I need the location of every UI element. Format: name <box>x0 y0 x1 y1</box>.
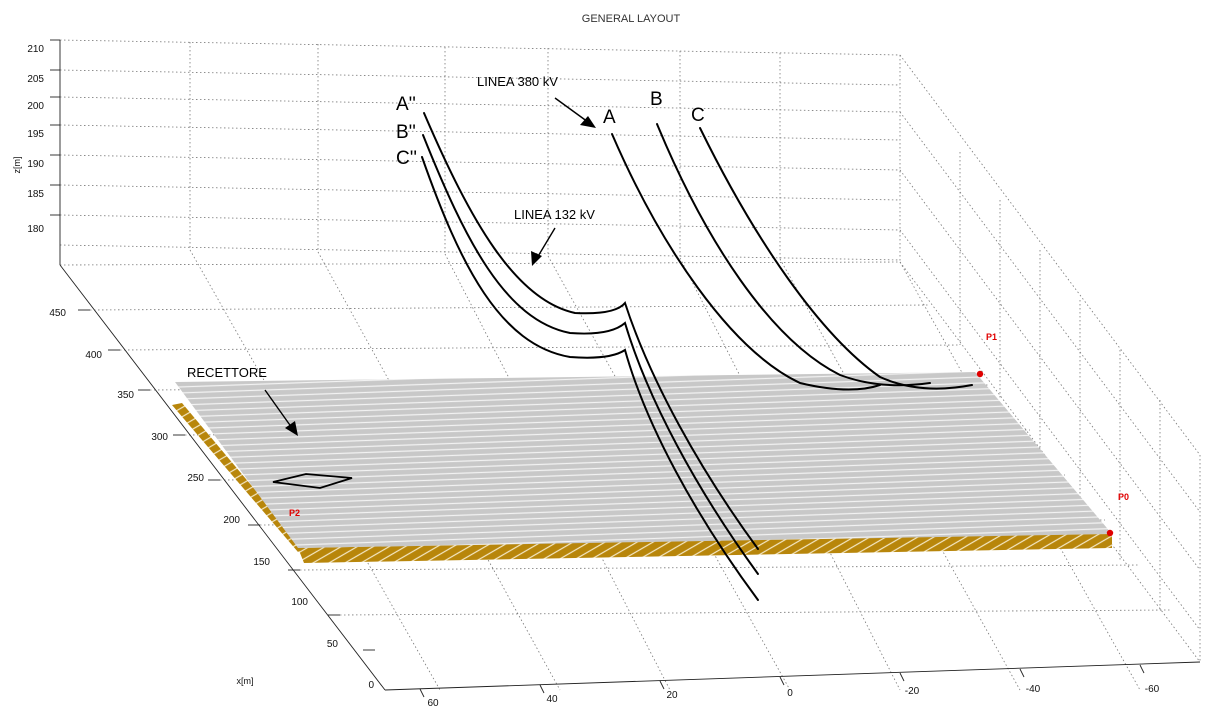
label-p0: P0 <box>1118 492 1129 502</box>
z-tick-label: 195 <box>27 129 44 140</box>
x-tick-label: 250 <box>187 473 204 484</box>
z-axis-ticks: 210 205 200 195 190 185 180 z[m] <box>12 40 60 235</box>
z-tick-label: 190 <box>27 159 44 170</box>
label-line-380kv: LINEA 380 kV <box>477 74 558 89</box>
z-tick-label: 205 <box>27 74 44 85</box>
x-tick-label: 50 <box>327 639 339 650</box>
plot-title: GENERAL LAYOUT <box>582 13 681 25</box>
y-axis-ticks: 60 40 20 0 -20 -40 -60 <box>420 665 1160 708</box>
arrow-380kv <box>555 98 588 122</box>
label-receptor: RECETTORE <box>187 365 267 380</box>
y-tick-label: -20 <box>905 686 920 697</box>
conductor-B <box>657 124 930 385</box>
x-tick-label: 300 <box>151 432 168 443</box>
label-phase-A2: A'' <box>396 94 416 115</box>
z-tick-label: 200 <box>27 101 44 112</box>
x-tick-label: 450 <box>49 308 66 319</box>
x-tick-label: 200 <box>223 515 240 526</box>
x-tick-label: 400 <box>85 350 102 361</box>
y-tick-label: -40 <box>1026 684 1041 695</box>
label-phase-C: C <box>691 105 705 126</box>
conductor-A <box>612 134 880 390</box>
z-tick-label: 185 <box>27 189 44 200</box>
y-tick-label: 20 <box>666 690 678 701</box>
line-380kv-conductors <box>612 124 972 390</box>
label-line-132kv: LINEA 132 kV <box>514 207 595 222</box>
y-tick-label: -60 <box>1145 684 1160 695</box>
z-axis-label: z[m] <box>12 157 22 174</box>
z-tick-label: 210 <box>27 44 44 55</box>
x-tick-label: 150 <box>253 557 270 568</box>
x-tick-label: 0 <box>368 680 374 691</box>
x-tick-label: 100 <box>291 597 308 608</box>
side-wall-grid <box>900 55 1200 662</box>
label-phase-B: B <box>650 89 663 110</box>
label-p1: P1 <box>986 332 997 342</box>
label-phase-C2: C'' <box>396 148 417 169</box>
point-p1 <box>977 371 983 377</box>
z-tick-label: 180 <box>27 224 44 235</box>
label-phase-B2: B'' <box>396 122 416 143</box>
y-tick-label: 60 <box>427 698 439 708</box>
y-tick-label: 0 <box>787 688 793 699</box>
label-phase-A: A <box>603 107 616 128</box>
point-p0 <box>1107 530 1113 536</box>
x-axis-label: x[m] <box>237 676 254 686</box>
y-tick-label: 40 <box>546 694 558 705</box>
label-p2: P2 <box>289 508 300 518</box>
x-tick-label: 350 <box>117 390 134 401</box>
